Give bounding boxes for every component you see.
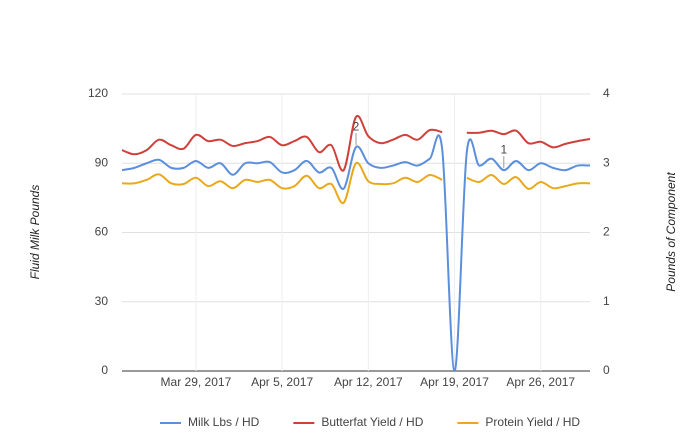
y-tick-label: 0 bbox=[101, 363, 108, 377]
x-tick-label: Apr 19, 2017 bbox=[420, 375, 489, 389]
legend-label: Protein Yield / HD bbox=[485, 415, 580, 429]
x-tick-label: Mar 29, 2017 bbox=[161, 375, 232, 389]
y-axis-title: Fluid Milk Pounds bbox=[28, 185, 42, 280]
legend-label: Butterfat Yield / HD bbox=[321, 415, 423, 429]
y2-tick-label: 0 bbox=[603, 363, 610, 377]
series-line bbox=[466, 174, 591, 190]
y-tick-label: 120 bbox=[88, 86, 108, 100]
series-line bbox=[466, 129, 591, 149]
y2-tick-label: 2 bbox=[603, 225, 610, 239]
y2-tick-label: 1 bbox=[603, 294, 610, 308]
series-line bbox=[121, 114, 443, 172]
y-tick-label: 60 bbox=[95, 225, 109, 239]
series-line bbox=[121, 161, 443, 205]
y2-axis-title: Pounds of Component bbox=[664, 172, 678, 292]
x-tick-label: Apr 5, 2017 bbox=[251, 375, 313, 389]
annotation: 2 bbox=[353, 119, 360, 133]
y2-tick-label: 3 bbox=[603, 155, 610, 169]
y2-tick-label: 4 bbox=[603, 86, 610, 100]
annotation: 1 bbox=[500, 142, 507, 156]
y-tick-label: 90 bbox=[95, 155, 109, 169]
y-tick-label: 30 bbox=[95, 294, 109, 308]
legend-label: Milk Lbs / HD bbox=[188, 415, 260, 429]
x-tick-label: Apr 26, 2017 bbox=[506, 375, 575, 389]
x-tick-label: Apr 12, 2017 bbox=[334, 375, 403, 389]
series-line bbox=[121, 134, 591, 373]
